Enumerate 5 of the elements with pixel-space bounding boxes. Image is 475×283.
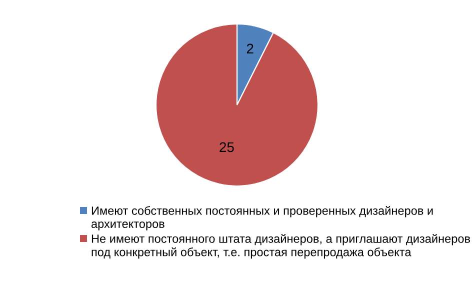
data-label: 25 [220, 142, 234, 152]
legend-label: Имеют собственных постоянных и проверенных дизайнеров и архитекторов [92, 206, 433, 230]
legend-label: Не имеют постоянного штата дизайнеров, а приглашают дизайнеров под конкретный объект, т.е. простая перепродажа объекта [92, 234, 470, 259]
pie-slice [155, 23, 319, 187]
data-label: 2 [246, 44, 254, 54]
